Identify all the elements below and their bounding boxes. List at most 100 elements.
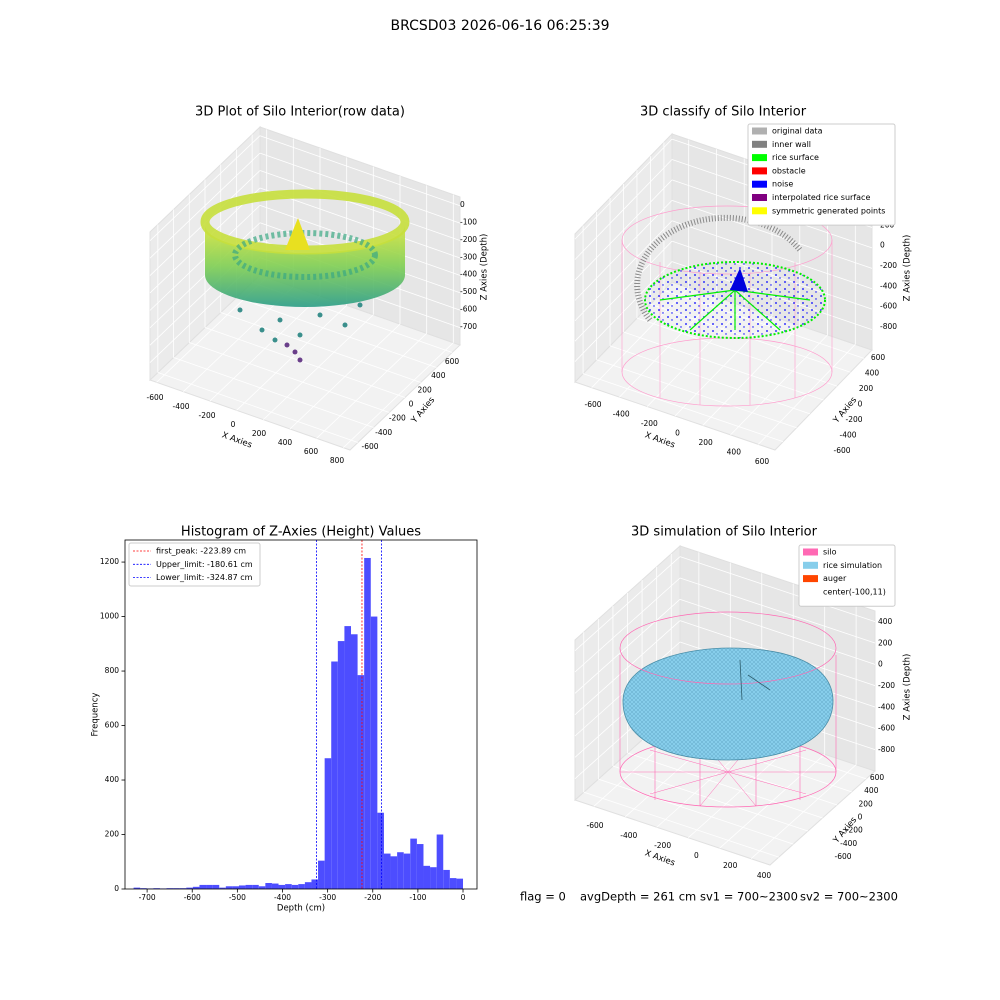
figure-title: BRCSD03 2026-06-16 06:25:39	[390, 18, 609, 34]
x-tick-label: -100	[409, 893, 426, 902]
legend-swatch	[803, 548, 818, 556]
z-tick-label: 0	[880, 241, 885, 250]
chart-title: Histogram of Z-Axies (Height) Values	[181, 525, 421, 540]
axes-panes	[149, 125, 876, 866]
bar	[416, 844, 424, 889]
grid-line	[574, 200, 673, 301]
bar	[311, 879, 319, 889]
grid-line	[574, 179, 673, 281]
chart-title: 3D Plot of Silo Interior(row data)	[195, 105, 405, 120]
legend-swatch	[752, 154, 767, 162]
grid-line	[574, 261, 673, 362]
grid-line	[671, 220, 873, 290]
z-tick-label: -400	[880, 281, 897, 290]
bar	[430, 867, 437, 889]
z-tick-label: -500	[460, 287, 477, 296]
y-tick-label: 400	[105, 775, 120, 784]
grid-line	[671, 199, 873, 269]
grid-line	[259, 152, 461, 224]
y-tick-label: 400	[864, 786, 879, 795]
grid-line	[189, 342, 390, 413]
x-tick-label: 0	[675, 429, 680, 438]
point-cloud	[200, 189, 410, 363]
y-tick-label: 600	[871, 353, 886, 362]
bar	[133, 887, 141, 889]
grid-line	[157, 372, 358, 443]
bar	[344, 626, 352, 889]
axis-label: X Axies	[643, 848, 676, 868]
bar	[351, 634, 358, 889]
y-tick-label: 1200	[100, 557, 119, 566]
legend-label: symmetric generated points	[772, 206, 885, 215]
y-tick-label: -600	[833, 446, 850, 455]
x-tick-label: 0	[461, 893, 466, 902]
x-tick-label: 200	[723, 861, 738, 870]
x-tick-label: 800	[330, 456, 345, 465]
axis-label: Z Axies (Depth)	[480, 234, 490, 301]
bar	[324, 758, 332, 889]
bar	[271, 883, 279, 889]
y-tick-label: 200	[105, 830, 120, 839]
x-tick-label: -600	[146, 393, 163, 402]
y-tick-label: -600	[361, 442, 378, 451]
z-tick-label: -200	[878, 681, 895, 690]
x-tick-label: -600	[184, 893, 201, 902]
bar	[186, 887, 193, 889]
y-tick-label: 400	[865, 369, 880, 378]
axis-label: Z Axies (Depth)	[903, 654, 913, 721]
legend-swatch	[752, 194, 767, 201]
z-tick-label: 400	[878, 617, 893, 626]
x-tick-label: 400	[727, 448, 742, 457]
x-tick-label: 0	[231, 420, 236, 429]
silo-simulation	[619, 611, 837, 808]
legend-label: original data	[772, 127, 823, 136]
x-tick-label: 0	[694, 851, 699, 860]
y-axis-label: Frequency	[91, 693, 101, 737]
grid-line	[574, 577, 681, 673]
legend-box	[747, 123, 896, 226]
y-tick-label: 200	[859, 384, 874, 393]
axis-label: X Axies	[220, 430, 253, 450]
bar	[383, 853, 391, 889]
z-tick-label: -800	[878, 745, 895, 754]
grid-line	[574, 240, 673, 342]
x-tick-label: 600	[755, 457, 770, 466]
grid-line	[623, 331, 824, 401]
legend-label: interpolated rice surface	[772, 193, 870, 202]
y-tick-label: 400	[431, 371, 446, 380]
grid-line	[574, 159, 673, 260]
grid-line	[679, 577, 876, 644]
legend-label: noise	[772, 180, 793, 189]
y-tick-label: -200	[846, 826, 863, 835]
grid-line	[259, 170, 461, 241]
x-tick-label: -700	[139, 893, 156, 902]
x-tick-label: -200	[654, 841, 671, 850]
y-tick-label: -400	[840, 839, 857, 848]
classified-cloud	[621, 205, 833, 407]
bar	[291, 884, 299, 889]
bar	[278, 884, 286, 889]
grid-line	[636, 317, 838, 387]
grid-line	[609, 345, 811, 415]
grid-line	[204, 327, 406, 398]
grid-line	[598, 778, 794, 845]
legend-label: Upper_limit: -180.61 cm	[156, 560, 253, 569]
legend-label: rice simulation	[823, 561, 882, 570]
legend-swatch	[803, 575, 818, 583]
bar	[258, 886, 266, 889]
x-tick-label: -600	[584, 400, 601, 409]
bar	[232, 886, 239, 889]
x-tick-label: -200	[198, 411, 215, 420]
z-tick-label: -700	[460, 322, 477, 331]
y-tick-label: 800	[105, 666, 120, 675]
z-tick-label: -600	[460, 305, 477, 314]
grid-line	[149, 152, 261, 259]
z-tick-label: 200	[878, 638, 893, 647]
legend-label: obstacle	[772, 166, 806, 175]
y-tick-label: 200	[859, 799, 874, 808]
grid-line	[574, 556, 681, 651]
bar	[140, 888, 147, 889]
bar	[357, 675, 365, 889]
x-axis-label: Depth (cm)	[277, 904, 325, 914]
chart-title: 3D classify of Silo Interior	[640, 105, 807, 120]
